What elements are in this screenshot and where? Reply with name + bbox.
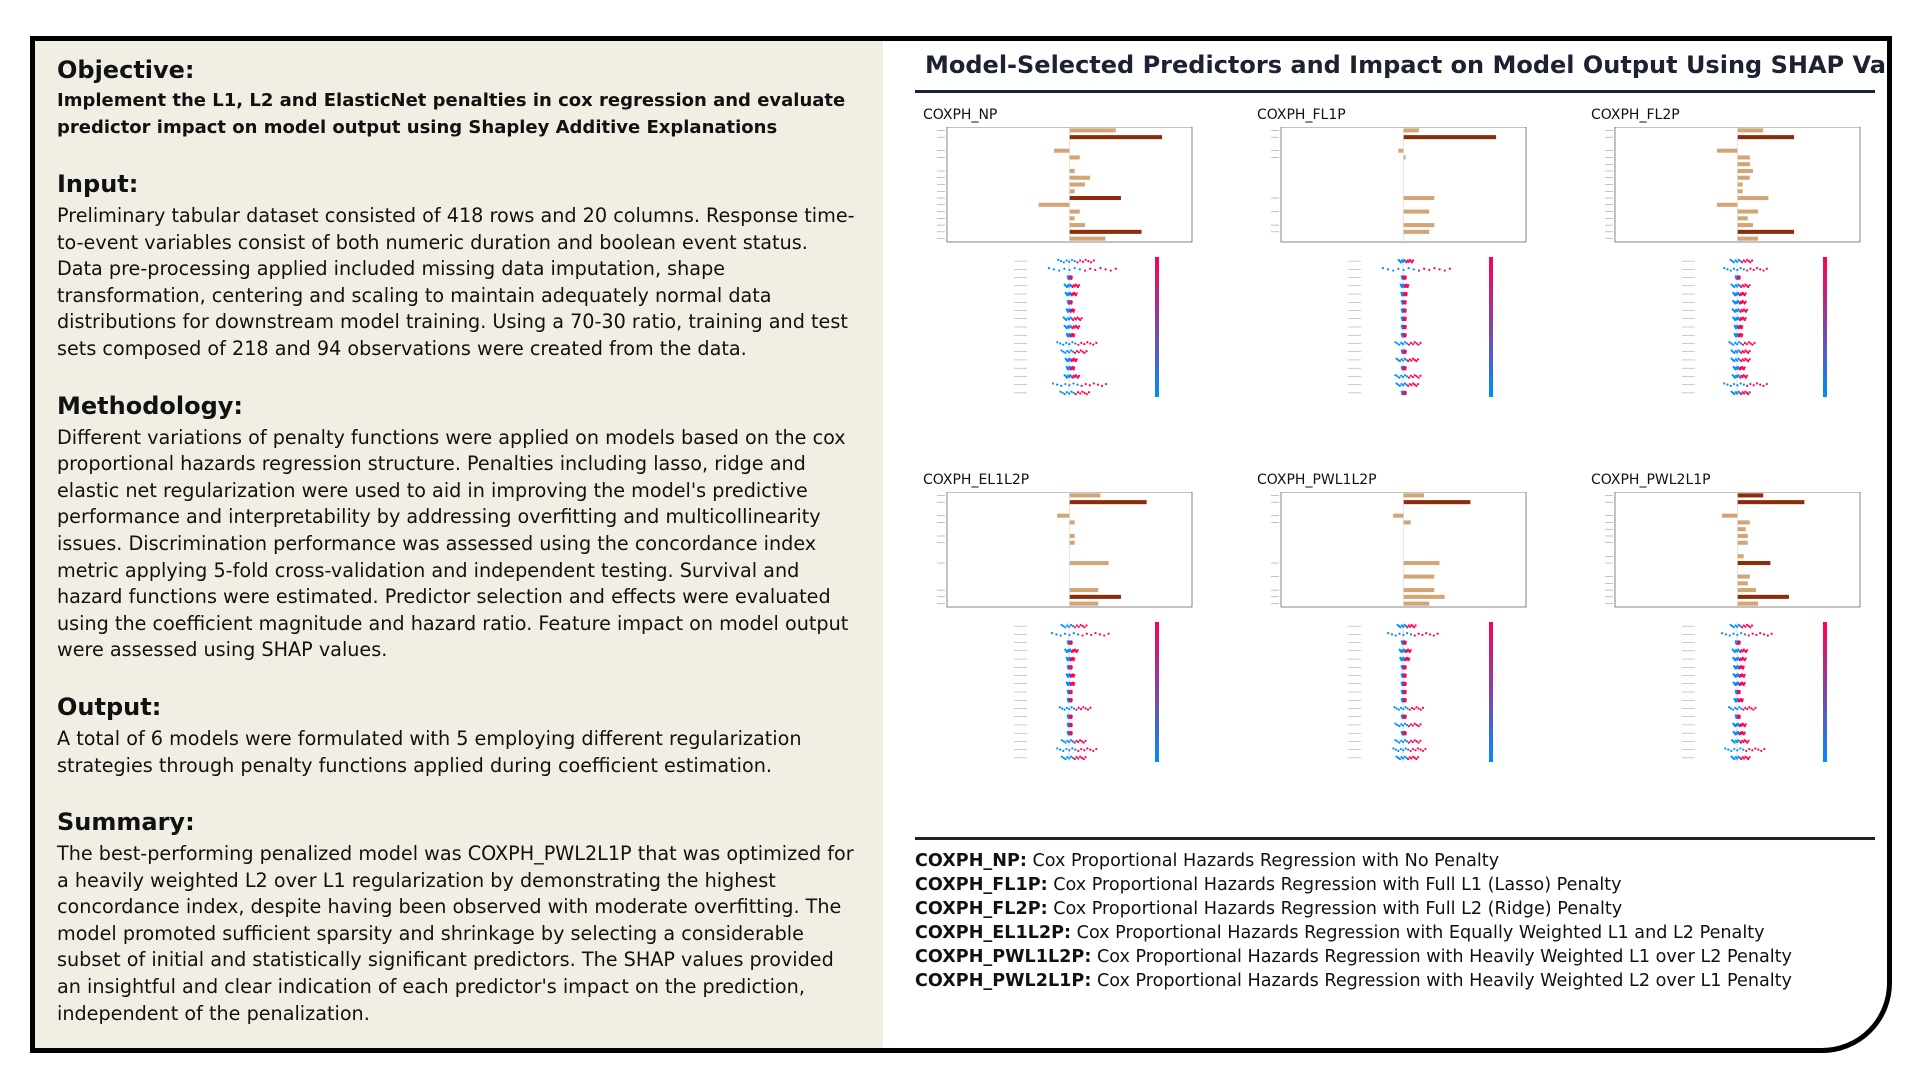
objective-heading: Objective: bbox=[57, 56, 195, 84]
legend-item: COXPH_FL1P: Cox Proportional Hazards Reg… bbox=[915, 873, 1875, 897]
legend-code: COXPH_FL2P: bbox=[915, 899, 1048, 919]
panel-title: COXPH_EL1L2P bbox=[923, 472, 1030, 488]
panel-coxph-el1l2p: COXPH_EL1L2P bbox=[919, 472, 1255, 842]
legend-desc: Cox Proportional Hazards Regression with… bbox=[1026, 851, 1500, 871]
poster-frame: Objective: Implement the L1, L2 and Elas… bbox=[30, 36, 1892, 1053]
legend-code: COXPH_NP: bbox=[915, 851, 1027, 871]
legend-item: COXPH_EL1L2P: Cox Proportional Hazards R… bbox=[915, 921, 1875, 945]
legend-code: COXPH_PWL2L1P: bbox=[915, 971, 1092, 991]
objective-text: Implement the L1, L2 and ElasticNet pena… bbox=[57, 90, 846, 138]
legend-code: COXPH_FL1P: bbox=[915, 875, 1048, 895]
methodology-section: Methodology: Different variations of pen… bbox=[57, 391, 859, 664]
model-plots-image bbox=[1605, 492, 1861, 762]
output-section: Output: A total of 6 models were formula… bbox=[57, 692, 859, 779]
legend-item: COXPH_NP: Cox Proportional Hazards Regre… bbox=[915, 849, 1875, 873]
input-section: Input: Preliminary tabular dataset consi… bbox=[57, 169, 859, 363]
model-plots-image bbox=[1271, 492, 1527, 762]
legend-desc: Cox Proportional Hazards Regression with… bbox=[1047, 899, 1623, 919]
model-plots-image bbox=[1271, 127, 1527, 397]
bottom-rule bbox=[915, 837, 1875, 840]
panel-coxph-pwl2l1p: COXPH_PWL2L1P bbox=[1587, 472, 1887, 842]
model-legend: COXPH_NP: Cox Proportional Hazards Regre… bbox=[915, 849, 1875, 993]
summary-section: Summary: The best-performing penalized m… bbox=[57, 807, 859, 1027]
model-plots-image bbox=[937, 127, 1193, 397]
legend-desc: Cox Proportional Hazards Regression with… bbox=[1091, 971, 1792, 991]
legend-item: COXPH_PWL2L1P: Cox Proportional Hazards … bbox=[915, 969, 1875, 993]
legend-code: COXPH_PWL1L2P: bbox=[915, 947, 1092, 967]
panel-coxph-np: COXPH_NP bbox=[919, 107, 1255, 477]
panel-coxph-fl1p: COXPH_FL1P bbox=[1253, 107, 1589, 477]
panel-coxph-fl2p: COXPH_FL2P bbox=[1587, 107, 1887, 477]
legend-desc: Cox Proportional Hazards Regression with… bbox=[1091, 947, 1792, 967]
panel-coxph-pwl1l2p: COXPH_PWL1L2P bbox=[1253, 472, 1589, 842]
figure-title: Model-Selected Predictors and Impact on … bbox=[925, 51, 1892, 79]
output-heading: Output: bbox=[57, 692, 162, 721]
legend-desc: Cox Proportional Hazards Regression with… bbox=[1071, 923, 1765, 943]
model-plots-image bbox=[1605, 127, 1861, 397]
legend-desc: Cox Proportional Hazards Regression with… bbox=[1047, 875, 1622, 895]
panel-title: COXPH_FL2P bbox=[1591, 107, 1680, 123]
panel-title: COXPH_NP bbox=[923, 107, 998, 123]
summary-heading: Summary: bbox=[57, 808, 195, 837]
legend-item: COXPH_PWL1L2P: Cox Proportional Hazards … bbox=[915, 945, 1875, 969]
panel-title: COXPH_FL1P bbox=[1257, 107, 1346, 123]
panel-title: COXPH_PWL1L2P bbox=[1257, 472, 1377, 488]
methodology-heading: Methodology: bbox=[57, 391, 244, 420]
summary-text: The best-performing penalized model was … bbox=[57, 842, 854, 1025]
input-heading: Input: bbox=[57, 170, 139, 198]
text-column: Objective: Implement the L1, L2 and Elas… bbox=[35, 41, 883, 1048]
legend-item: COXPH_FL2P: Cox Proportional Hazards Reg… bbox=[915, 897, 1875, 921]
legend-code: COXPH_EL1L2P: bbox=[915, 923, 1072, 943]
objective-section: Objective: Implement the L1, L2 and Elas… bbox=[57, 55, 859, 141]
model-plots-image bbox=[937, 492, 1193, 762]
methodology-text: Different variations of penalty function… bbox=[57, 425, 849, 662]
panel-title: COXPH_PWL2L1P bbox=[1591, 472, 1711, 488]
input-text: Preliminary tabular dataset consisted of… bbox=[57, 204, 855, 360]
top-rule bbox=[915, 90, 1875, 93]
output-text: A total of 6 models were formulated with… bbox=[57, 726, 802, 777]
figure-column: Model-Selected Predictors and Impact on … bbox=[883, 41, 1887, 1048]
